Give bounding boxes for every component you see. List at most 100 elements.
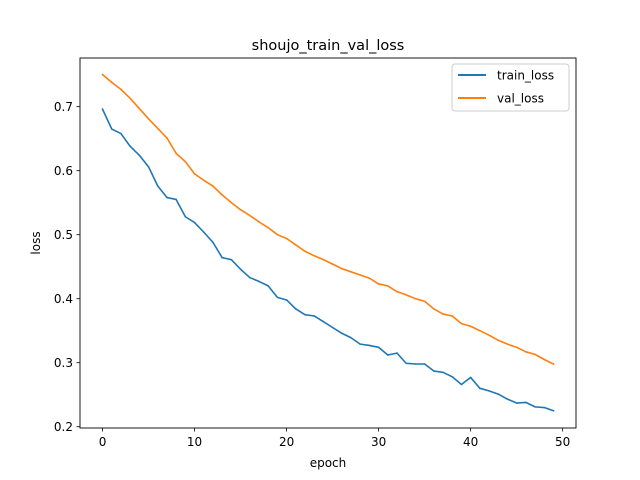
series-line-train-loss [101,108,555,412]
data-point-train-loss [497,393,500,395]
data-point-val-loss [534,353,536,356]
y-tick-label: 0.6 [54,164,73,178]
data-point-val-loss [543,358,546,361]
data-point-val-loss [101,73,104,76]
data-point-val-loss [525,351,527,353]
data-point-train-loss [331,326,334,329]
y-tick-label: 0.4 [54,292,73,306]
data-point-train-loss [276,296,279,299]
data-point-train-loss [423,363,426,365]
data-point-train-loss [230,258,233,261]
legend-label-val-loss: val_loss [497,92,544,106]
series-line-val-loss [101,73,555,366]
data-point-val-loss [396,290,398,293]
data-point-train-loss [120,132,122,135]
data-point-train-loss [313,315,316,317]
data-point-train-loss [285,299,288,301]
data-point-val-loss [156,127,159,130]
data-point-val-loss [110,81,113,84]
data-point-val-loss [239,208,242,211]
data-point-train-loss [433,370,435,372]
data-point-train-loss [414,363,417,365]
data-point-train-loss [460,383,463,386]
data-point-val-loss [294,244,297,246]
data-point-val-loss [230,201,233,204]
data-point-train-loss [193,221,196,224]
y-axis-label: loss [29,231,43,254]
data-point-train-loss [488,390,490,392]
data-point-val-loss [341,267,343,270]
data-point-val-loss [488,334,490,336]
x-axis: 0 10 20 30 40 50 [99,428,570,449]
data-point-train-loss [110,128,113,130]
data-point-train-loss [147,166,150,168]
data-point-train-loss [543,406,546,409]
data-point-val-loss [202,179,205,182]
data-point-train-loss [322,320,325,323]
data-point-train-loss [184,215,187,218]
data-point-val-loss [258,221,260,223]
data-point-train-loss [387,354,389,356]
data-point-train-loss [368,344,371,347]
data-point-train-loss [552,409,555,412]
data-point-train-loss [350,336,352,339]
data-point-val-loss [515,346,518,349]
data-point-train-loss [341,332,343,335]
data-point-train-loss [294,308,297,310]
x-tick-label: 20 [279,435,294,449]
data-point-val-loss [387,285,389,287]
data-point-train-loss [166,196,168,199]
y-tick-label: 0.2 [54,420,73,434]
y-tick-label: 0.3 [54,356,73,370]
data-point-val-loss [138,107,141,110]
data-point-val-loss [248,214,251,217]
data-point-val-loss [497,339,500,342]
x-tick-label: 30 [371,435,386,449]
data-point-val-loss [442,313,444,315]
data-point-val-loss [212,185,214,187]
data-point-val-loss [368,277,371,280]
data-point-val-loss [267,226,269,229]
data-point-val-loss [469,325,472,328]
data-point-val-loss [276,233,279,236]
data-point-val-loss [184,160,187,163]
data-point-val-loss [120,88,122,91]
data-point-val-loss [359,274,362,276]
data-point-val-loss [451,315,454,317]
data-point-train-loss [534,406,536,408]
data-point-val-loss [552,363,555,365]
data-point-train-loss [405,362,408,365]
data-point-train-loss [525,401,527,404]
data-point-train-loss [138,154,141,157]
series-layer [101,73,555,412]
data-point-train-loss [221,256,223,259]
legend-label-train-loss: train_loss [497,69,554,83]
data-point-train-loss [267,285,269,287]
data-point-val-loss [313,255,316,257]
data-point-val-loss [322,258,325,261]
data-point-val-loss [285,237,288,240]
data-point-train-loss [248,276,251,279]
data-point-val-loss [304,250,306,253]
x-tick-label: 50 [555,435,570,449]
data-point-val-loss [331,263,334,265]
data-point-train-loss [442,371,444,374]
x-axis-label: epoch [310,456,347,470]
legend: train_loss val_loss [451,63,570,112]
x-tick-label: 10 [187,435,202,449]
data-point-val-loss [377,283,380,285]
data-point-val-loss [129,97,131,100]
data-point-train-loss [156,185,159,187]
y-tick-label: 0.5 [54,228,73,242]
data-point-train-loss [101,108,104,111]
series-points-train-loss [101,108,555,412]
x-tick-label: 40 [463,435,478,449]
data-point-train-loss [377,346,380,349]
data-point-val-loss [506,343,509,345]
data-point-train-loss [175,198,177,201]
data-point-train-loss [239,268,242,271]
data-point-train-loss [304,313,306,316]
data-point-train-loss [479,387,481,390]
y-axis: 0.2 0.3 0.4 0.5 0.6 0.7 [54,100,80,434]
